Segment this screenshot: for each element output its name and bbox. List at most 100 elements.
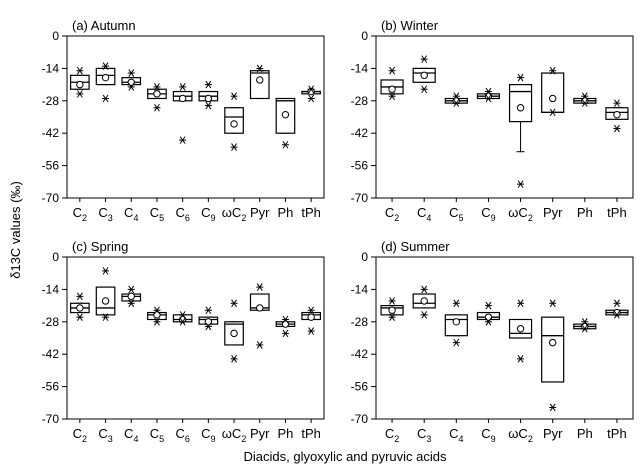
outlier-point (256, 283, 264, 291)
x-tick-label: C5 (150, 426, 164, 444)
outlier-point (307, 85, 315, 94)
box-mean (230, 120, 238, 128)
outlier-stroke (308, 327, 315, 335)
outlier-point (102, 267, 110, 275)
outlier-point (76, 313, 84, 321)
x-tick-label: C9 (201, 205, 215, 223)
outlier-point (153, 318, 161, 326)
plot-frame (375, 256, 634, 420)
outlier-point (102, 62, 110, 70)
box-C4 (121, 285, 142, 308)
y-tick-label: 0 (361, 250, 368, 264)
box-C2 (380, 66, 404, 100)
chart-panel: (b) Winter 0 -14 -28 -42 -56 -70 C2 C4 C5 C9 ωC2 Pyr… (351, 18, 634, 223)
outlier-point (102, 313, 110, 321)
outlier-point (452, 299, 460, 308)
box-Pyr (249, 283, 270, 349)
outlier-point (420, 85, 428, 94)
box-iqr (541, 72, 565, 113)
y-tick-label: -56 (351, 380, 369, 394)
plot-frame (66, 256, 325, 420)
outlier-stroke (308, 94, 315, 103)
box-mean (281, 110, 290, 119)
box-mean (388, 85, 396, 93)
outlier-point (179, 136, 187, 144)
x-tick-label: C3 (98, 426, 112, 444)
outlier-stroke (282, 140, 289, 149)
box-mean (178, 94, 187, 103)
outlier-stroke (389, 313, 395, 321)
x-tick-label: Ph (577, 426, 593, 441)
box-mean (613, 110, 621, 119)
box-mean (101, 297, 110, 305)
box-mean (230, 329, 238, 338)
outlier-point (256, 341, 264, 349)
box-Ph (275, 97, 296, 149)
y-tick-label: -28 (351, 315, 369, 329)
box-C5 (147, 83, 167, 112)
outlier-stroke (549, 403, 556, 412)
box-mean (420, 71, 428, 80)
box-mean (548, 94, 557, 103)
y-tick-label: -28 (351, 94, 369, 108)
y-tick-label: 0 (361, 29, 368, 43)
outlier-point (204, 322, 212, 331)
outlier-point (581, 99, 589, 107)
outlier-stroke (76, 292, 83, 301)
box-tPh (301, 85, 322, 103)
y-tick-label: -42 (351, 126, 369, 140)
x-tick-label: tPh (301, 426, 321, 441)
panel-title: (d) Summer (381, 239, 450, 254)
outlier-point (388, 313, 396, 321)
outlier-point (613, 124, 621, 133)
outlier-stroke (453, 92, 460, 100)
outlier-point (581, 92, 589, 100)
x-tick-label: C2 (73, 205, 87, 223)
outlier-stroke (614, 311, 620, 319)
outlier-point (179, 83, 187, 91)
x-tick-label: ωC2 (508, 205, 533, 223)
box-mean (256, 304, 264, 312)
outlier-point (281, 315, 289, 324)
x-tick-label: C6 (175, 426, 189, 444)
x-tick-label: C2 (385, 205, 399, 223)
outlier-stroke (485, 87, 492, 96)
box-Pyr (541, 66, 565, 117)
outlier-point (204, 101, 212, 110)
outlier-point (388, 92, 396, 100)
y-axis-label: δ13C values (‰) (8, 181, 23, 279)
outlier-stroke (154, 306, 160, 315)
outlier-point (76, 66, 84, 75)
outlier-point (517, 180, 525, 188)
outlier-point (549, 108, 557, 117)
outlier-point (153, 306, 161, 315)
x-tick-label: C3 (417, 426, 431, 444)
outlier-stroke (581, 318, 588, 326)
box-C2 (380, 297, 404, 321)
box-C9 (198, 80, 219, 110)
outlier-stroke (179, 83, 186, 91)
outlier-point (484, 301, 492, 310)
box-iqr (508, 83, 533, 123)
outlier-stroke (517, 180, 524, 188)
outlier-stroke (581, 324, 588, 333)
outlier-stroke (549, 108, 556, 117)
outlier-stroke (549, 66, 556, 75)
x-tick-label: C9 (481, 426, 495, 444)
outlier-stroke (76, 66, 83, 75)
outlier-stroke (256, 64, 263, 73)
x-tick-label: C3 (98, 205, 112, 223)
outlier-point (127, 83, 135, 91)
outlier-stroke (517, 355, 524, 363)
y-tick-label: -70 (42, 191, 60, 205)
outlier-stroke (614, 99, 620, 107)
box-C9 (198, 306, 219, 331)
outlier-stroke (102, 313, 109, 321)
outlier-stroke (421, 285, 428, 294)
x-tick-label: Ph (577, 205, 593, 220)
box-mean (516, 325, 525, 333)
box-Pyr (249, 64, 270, 100)
outlier-point (102, 94, 110, 103)
x-tick-label: Pyr (543, 205, 563, 220)
